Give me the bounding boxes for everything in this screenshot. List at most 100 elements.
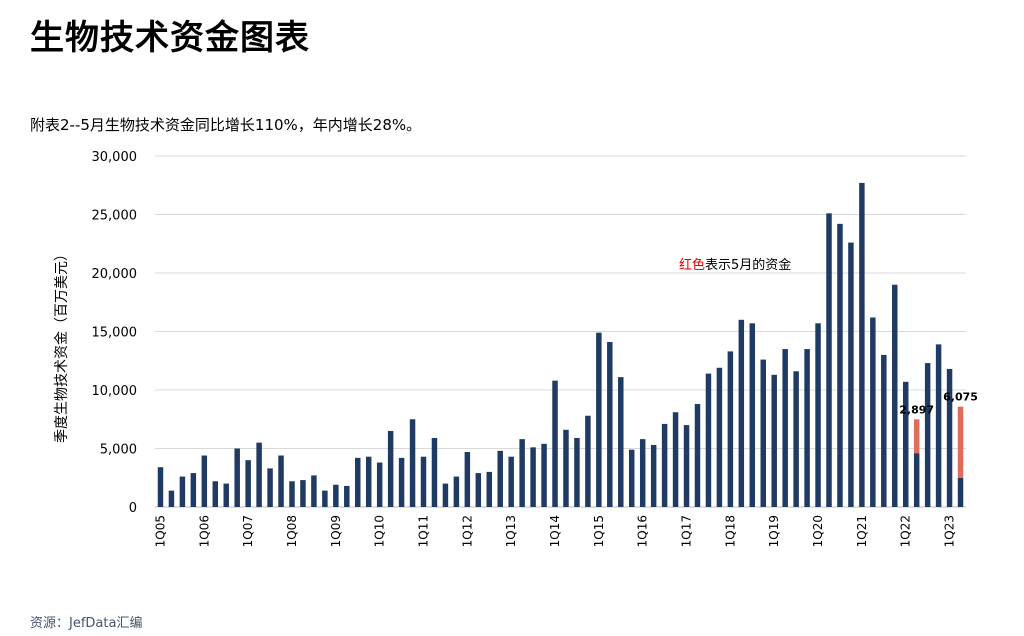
- bar: [201, 455, 208, 507]
- y-tick-label: 5,000: [100, 443, 137, 458]
- y-axis-ticks: 0 5,000 10,000 15,000 20,000 25,000 30,000: [92, 150, 138, 516]
- y-tick-label: 25,000: [92, 209, 138, 224]
- bar: [837, 223, 843, 508]
- x-tick-label: 1Q15: [592, 515, 606, 547]
- bar: [574, 437, 580, 507]
- bar: [935, 344, 942, 507]
- y-tick-label: 0: [129, 501, 137, 516]
- page-title: 生物技术资金图表: [30, 18, 310, 58]
- bar: [760, 359, 766, 507]
- bar: [585, 415, 591, 507]
- bar: [738, 319, 745, 507]
- bar: [168, 490, 175, 507]
- bar: [223, 483, 229, 507]
- x-tick-label: 1Q13: [504, 515, 518, 547]
- bar: [946, 368, 953, 507]
- data-label: 2,897: [899, 403, 934, 416]
- x-axis-ticks: 1Q05 1Q06 1Q07 1Q08 1Q09 1Q10 1Q11 1Q12 1Q13 1Q14…: [153, 515, 956, 547]
- bar: [355, 457, 361, 507]
- bar: [530, 447, 536, 507]
- bar: [278, 455, 284, 507]
- bar: [376, 462, 383, 507]
- bar: [727, 351, 734, 507]
- x-tick-label: 1Q12: [460, 515, 474, 547]
- bar: [804, 349, 810, 507]
- y-tick-label: 30,000: [92, 150, 138, 165]
- bar: [519, 439, 525, 507]
- x-tick-label: 1Q20: [811, 515, 825, 547]
- bar: [157, 467, 164, 507]
- bar: [563, 429, 569, 507]
- bar: [826, 213, 832, 507]
- bar: [793, 371, 799, 507]
- bar: [596, 332, 602, 507]
- x-tick-label: 1Q11: [417, 515, 431, 547]
- bar: [628, 449, 635, 507]
- bar: [179, 476, 186, 507]
- bar: [552, 380, 558, 507]
- x-tick-label: 1Q05: [153, 515, 167, 547]
- bar: [683, 425, 690, 507]
- x-tick-label: 1Q22: [899, 515, 913, 547]
- bar: [453, 476, 460, 507]
- x-tick-label: 1Q18: [723, 515, 737, 547]
- x-tick-label: 1Q10: [373, 515, 387, 547]
- bar: [859, 182, 865, 507]
- bar: [409, 419, 416, 507]
- bar: [650, 444, 657, 507]
- x-tick-label: 1Q21: [855, 515, 869, 547]
- bar: [902, 381, 909, 507]
- bar: [541, 443, 547, 507]
- bar: [431, 437, 438, 507]
- bar: [289, 481, 295, 507]
- y-tick-label: 20,000: [92, 267, 138, 282]
- bar: [245, 460, 251, 507]
- x-tick-label: 1Q17: [680, 515, 694, 547]
- x-tick-label: 1Q06: [197, 515, 211, 547]
- x-tick-label: 1Q16: [636, 515, 650, 547]
- bar: [672, 412, 679, 507]
- bar: [870, 317, 876, 507]
- bar: [607, 342, 613, 507]
- x-tick-label: 1Q14: [548, 515, 562, 547]
- bar: [815, 323, 821, 507]
- y-axis-label: 季度生物技术资金（百万美元）: [54, 247, 70, 443]
- bar: [639, 439, 646, 507]
- bar: [234, 448, 240, 507]
- bar: [913, 453, 920, 507]
- bar: [694, 404, 701, 507]
- y-tick-label: 10,000: [92, 384, 138, 399]
- y-tick-label: 15,000: [92, 326, 138, 341]
- bar: [267, 468, 273, 507]
- bar: [256, 442, 262, 507]
- bar: [398, 457, 405, 507]
- chart-subtitle: 附表2--5月生物技术资金同比增长110%，年内增长28%。: [30, 116, 422, 134]
- bar: [420, 456, 427, 507]
- x-tick-label: 1Q19: [767, 515, 781, 547]
- bar: [716, 367, 723, 507]
- x-tick-label: 1Q09: [329, 515, 343, 547]
- bar: [508, 456, 514, 507]
- bar: [924, 363, 931, 507]
- bar: [387, 430, 394, 507]
- data-label: 6,075: [943, 391, 978, 404]
- bar: [300, 480, 306, 507]
- bar: [749, 323, 756, 507]
- bar: [957, 406, 964, 478]
- bar: [311, 475, 317, 507]
- data-labels: 2,897 6,075: [899, 391, 978, 417]
- x-tick-label: 1Q23: [943, 515, 957, 547]
- bar: [881, 354, 887, 507]
- bar: [486, 471, 493, 507]
- bar: [344, 485, 350, 507]
- source-note: 资源：JefData汇编: [30, 616, 143, 631]
- bar: [848, 242, 854, 507]
- bar: [771, 374, 777, 507]
- legend-annotation-highlight: 红色: [679, 257, 705, 273]
- bar: [475, 473, 482, 507]
- bar: [464, 452, 471, 507]
- x-tick-label: 1Q07: [241, 515, 255, 547]
- legend-annotation: 红色表示5月的资金: [679, 257, 791, 273]
- x-tick-label: 1Q08: [285, 515, 299, 547]
